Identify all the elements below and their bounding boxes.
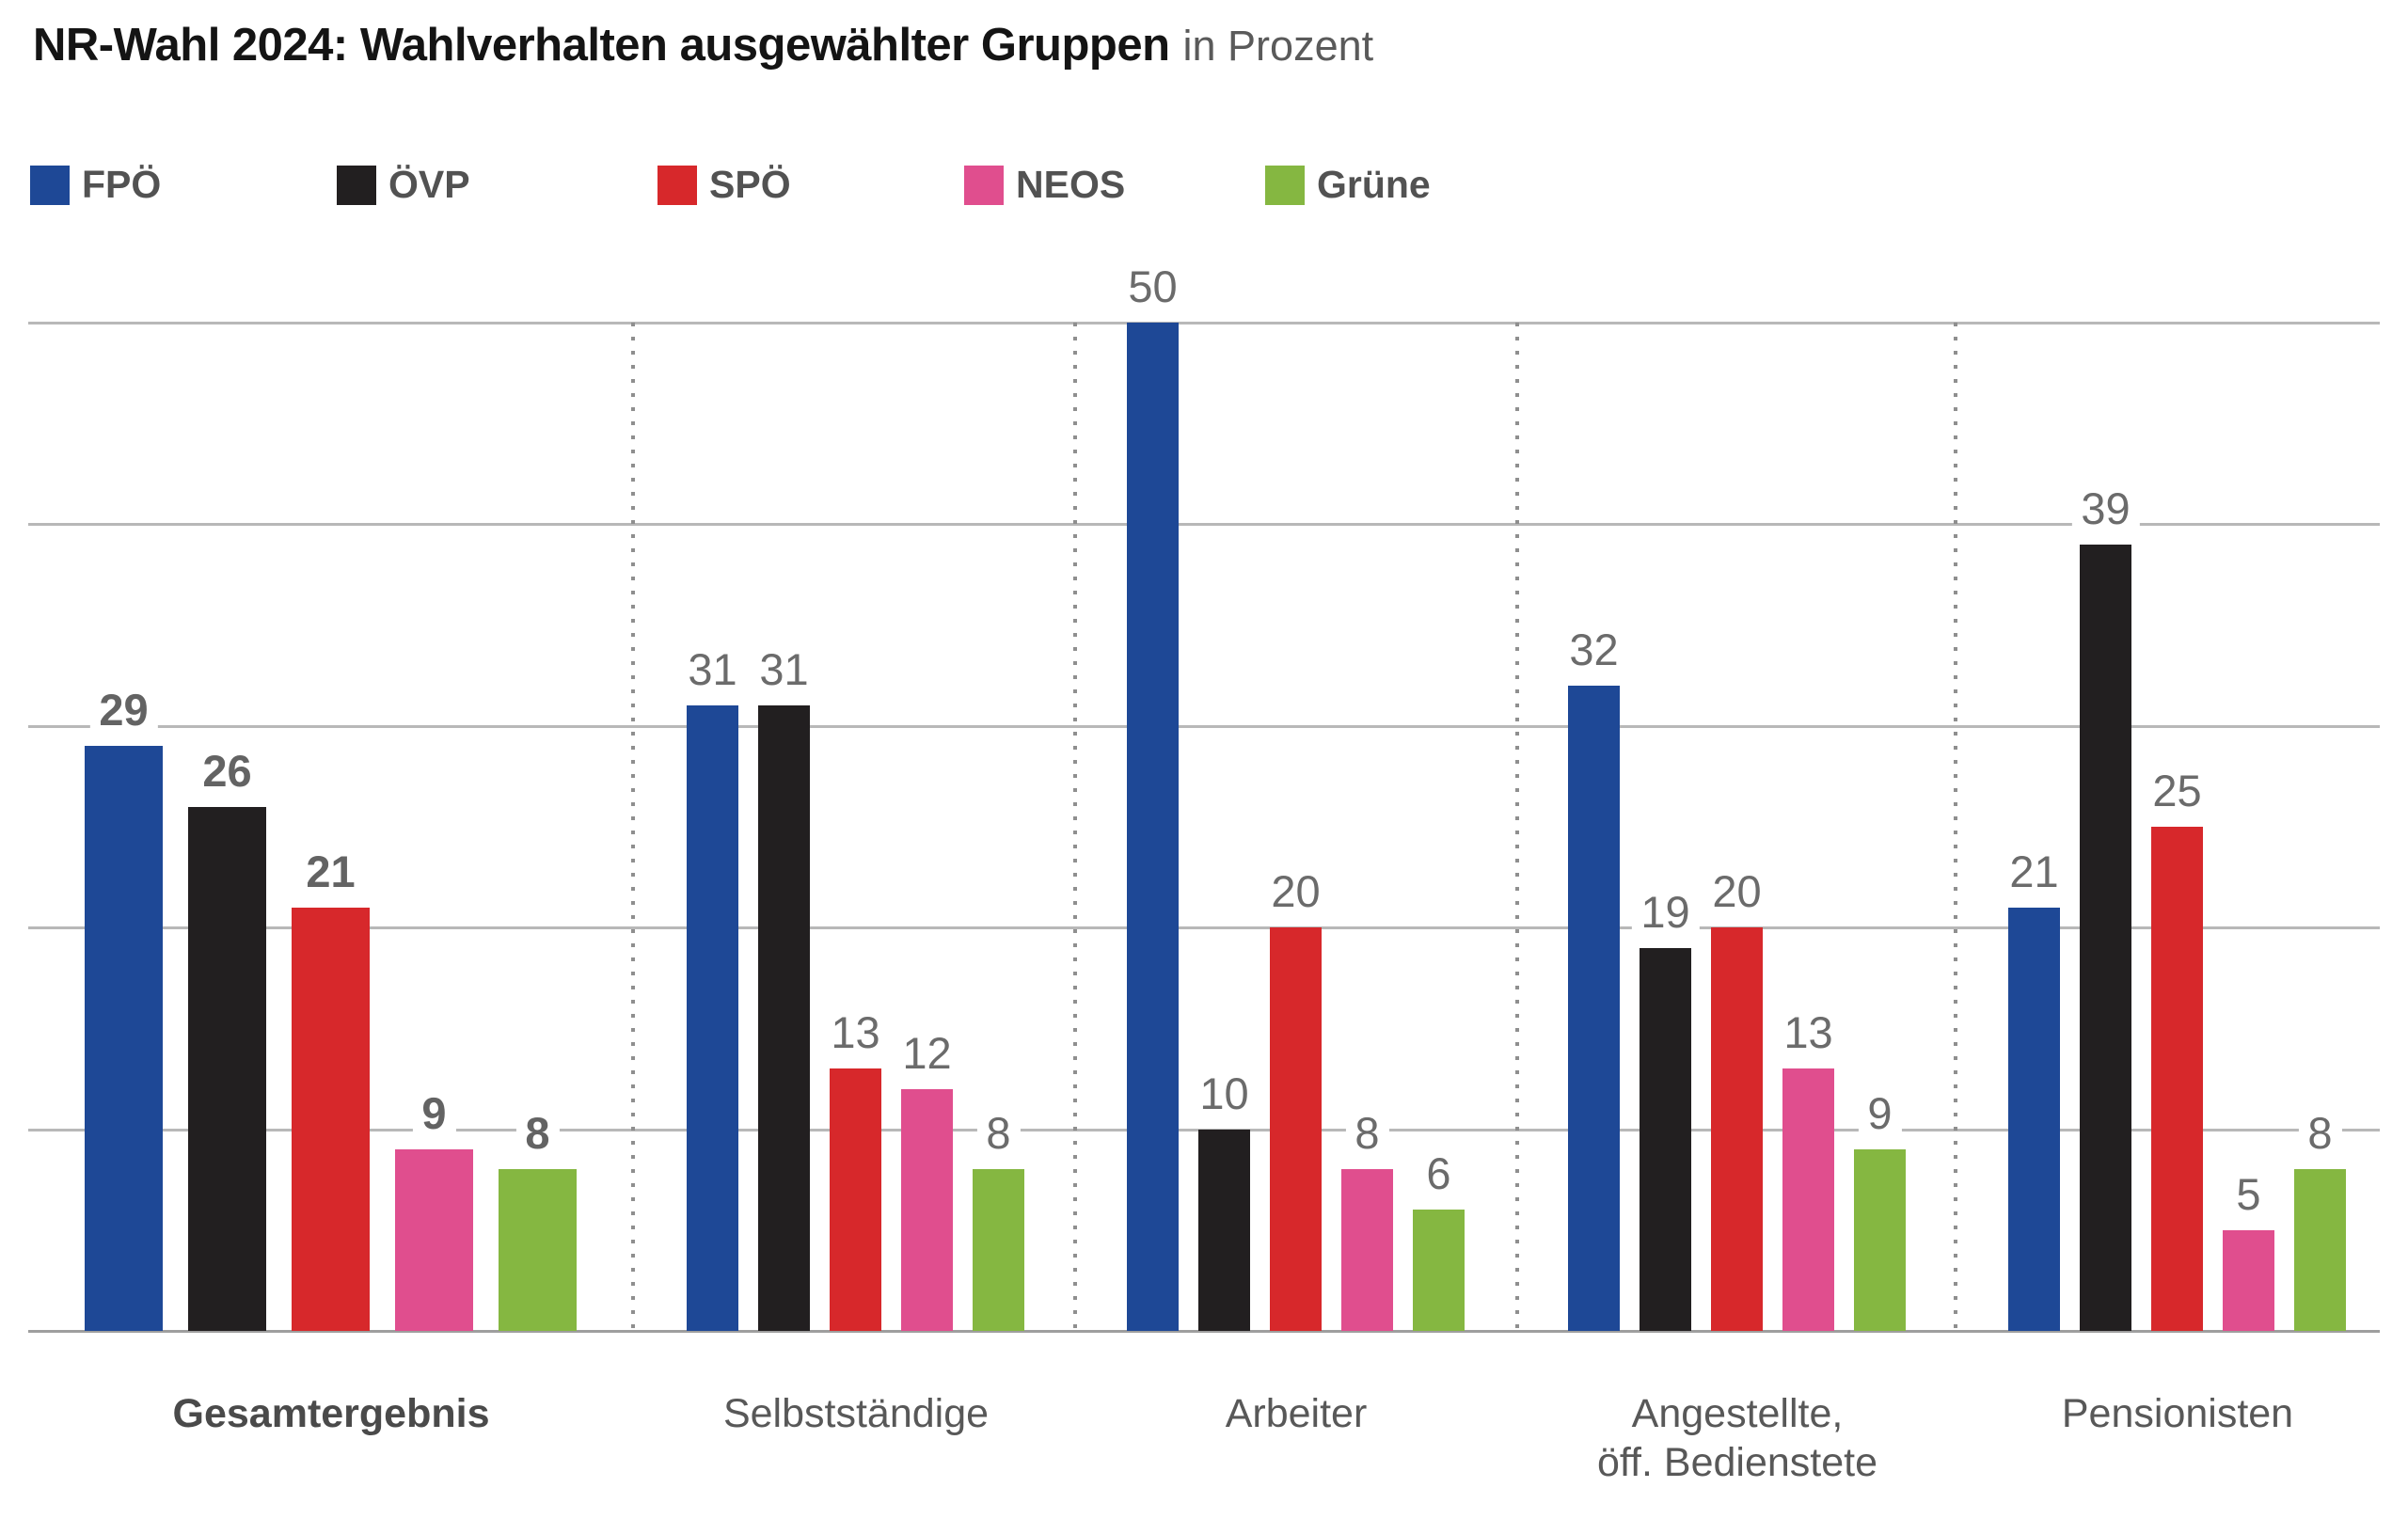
legend-color-swatch-neos: [964, 165, 1004, 205]
group-separator-dotted: [1515, 323, 1519, 1331]
legend-color-swatch-fpoe: [30, 165, 70, 205]
bar-oevp-arbeiter: 10: [1190, 1068, 1259, 1331]
legend-item-neos: NEOS: [964, 163, 1265, 207]
category-label-pensionisten: Pensionisten: [2061, 1391, 2294, 1436]
bar-oevp-gesamtergebnis: 26: [188, 745, 266, 1331]
bar-spoe-selbststaendige: 13: [821, 1007, 890, 1331]
value-label: 9: [1858, 1088, 1902, 1139]
category-label-selbststaendige: Selbstständige: [722, 1391, 990, 1436]
bar-fpoe-angestellte: 32: [1560, 624, 1628, 1331]
bar-gruene-selbststaendige: 8: [973, 1108, 1024, 1331]
x-axis-baseline: [28, 1330, 2380, 1333]
gridline-40: [28, 523, 2380, 526]
legend: FPÖ ÖVP SPÖ NEOS Grüne: [30, 163, 1431, 207]
category-label-arbeiter: Arbeiter: [1225, 1391, 1368, 1436]
value-label: 21: [2000, 846, 2068, 896]
bar-gruene-gesamtergebnis: 8: [499, 1108, 577, 1331]
group-separator-dotted: [1073, 323, 1077, 1331]
value-label: 21: [296, 846, 365, 896]
legend-item-oevp: ÖVP: [337, 163, 657, 207]
value-label: 50: [1118, 261, 1187, 311]
value-label: 31: [750, 644, 818, 695]
bar-spoe-angestellte: 20: [1703, 866, 1771, 1331]
legend-color-swatch-oevp: [337, 165, 376, 205]
bar-group-gesamtergebnis: 29 26 21 9 8: [85, 685, 577, 1331]
value-label: 10: [1190, 1068, 1259, 1118]
plot-area: 29 26 21 9 8 31 31 13 12 8: [28, 261, 2380, 1485]
category-label-gesamtergebnis: Gesamtergebnis: [172, 1391, 490, 1436]
bar-neos-angestellte: 13: [1774, 1007, 1843, 1331]
bar-group-pensionisten: 21 39 25 5 8: [2000, 483, 2346, 1331]
bar-neos-gesamtergebnis: 9: [395, 1088, 473, 1331]
legend-item-fpoe: FPÖ: [30, 163, 337, 207]
bar-gruene-pensionisten: 8: [2294, 1108, 2346, 1331]
legend-item-gruene: Grüne: [1265, 163, 1431, 207]
chart-subtitle: in Prozent: [1182, 22, 1374, 70]
page-title: NR-Wahl 2024: Wahlverhalten ausgewählter…: [33, 19, 1373, 71]
category-label-angestellte: Angestellte, öff. Bedienstete: [1596, 1391, 1878, 1486]
value-label: 25: [2143, 766, 2211, 815]
value-label: 9: [412, 1088, 456, 1139]
value-label: 8: [515, 1108, 560, 1159]
value-label: 32: [1560, 624, 1628, 674]
bar-spoe-gesamtergebnis: 21: [292, 846, 370, 1331]
value-label: 5: [2226, 1168, 2271, 1219]
value-label: 12: [893, 1027, 961, 1078]
bar-neos-selbststaendige: 12: [893, 1027, 961, 1331]
value-label: 8: [1345, 1108, 1389, 1159]
bar-neos-arbeiter: 8: [1341, 1108, 1393, 1331]
group-separator-dotted: [1954, 323, 1957, 1331]
gridline-20: [28, 926, 2380, 929]
legend-label-fpoe: FPÖ: [82, 163, 162, 206]
group-separator-dotted: [631, 323, 635, 1331]
bar-spoe-pensionisten: 25: [2143, 766, 2211, 1331]
bar-group-selbststaendige: 31 31 13 12 8: [678, 644, 1024, 1331]
bar-oevp-selbststaendige: 31: [750, 644, 818, 1331]
legend-color-swatch-gruene: [1265, 165, 1305, 205]
bar-fpoe-selbststaendige: 31: [678, 644, 747, 1331]
value-label: 20: [1703, 866, 1771, 917]
legend-item-spoe: SPÖ: [657, 163, 964, 207]
bar-oevp-angestellte: 19: [1631, 886, 1700, 1331]
gridline-30: [28, 725, 2380, 728]
value-label: 39: [2071, 483, 2140, 533]
value-label: 13: [821, 1007, 890, 1058]
value-label: 8: [2298, 1108, 2342, 1159]
legend-label-gruene: Grüne: [1317, 163, 1431, 206]
value-label: 8: [976, 1108, 1021, 1159]
bar-group-angestellte: 32 19 20 13 9: [1560, 624, 1906, 1331]
value-label: 6: [1417, 1148, 1461, 1199]
bar-group-arbeiter: 50 10 20 8 6: [1118, 261, 1465, 1331]
value-label: 20: [1261, 866, 1330, 917]
value-label: 29: [89, 685, 158, 736]
value-label: 13: [1774, 1007, 1843, 1058]
bar-fpoe-gesamtergebnis: 29: [85, 685, 163, 1331]
legend-label-neos: NEOS: [1016, 163, 1126, 206]
value-label: 26: [193, 745, 261, 796]
bar-fpoe-pensionisten: 21: [2000, 846, 2068, 1331]
bar-oevp-pensionisten: 39: [2071, 483, 2140, 1331]
legend-label-spoe: SPÖ: [709, 163, 791, 206]
bar-gruene-arbeiter: 6: [1413, 1148, 1465, 1331]
bar-gruene-angestellte: 9: [1854, 1088, 1906, 1331]
chart-title: NR-Wahl 2024: Wahlverhalten ausgewählter…: [33, 20, 1170, 71]
bar-neos-pensionisten: 5: [2223, 1168, 2274, 1331]
bar-spoe-arbeiter: 20: [1261, 866, 1330, 1331]
value-label: 31: [678, 644, 747, 695]
gridline-50: [28, 322, 2380, 324]
value-label: 19: [1631, 886, 1700, 937]
bar-fpoe-arbeiter: 50: [1118, 261, 1187, 1331]
legend-color-swatch-spoe: [657, 165, 697, 205]
legend-label-oevp: ÖVP: [388, 163, 470, 206]
